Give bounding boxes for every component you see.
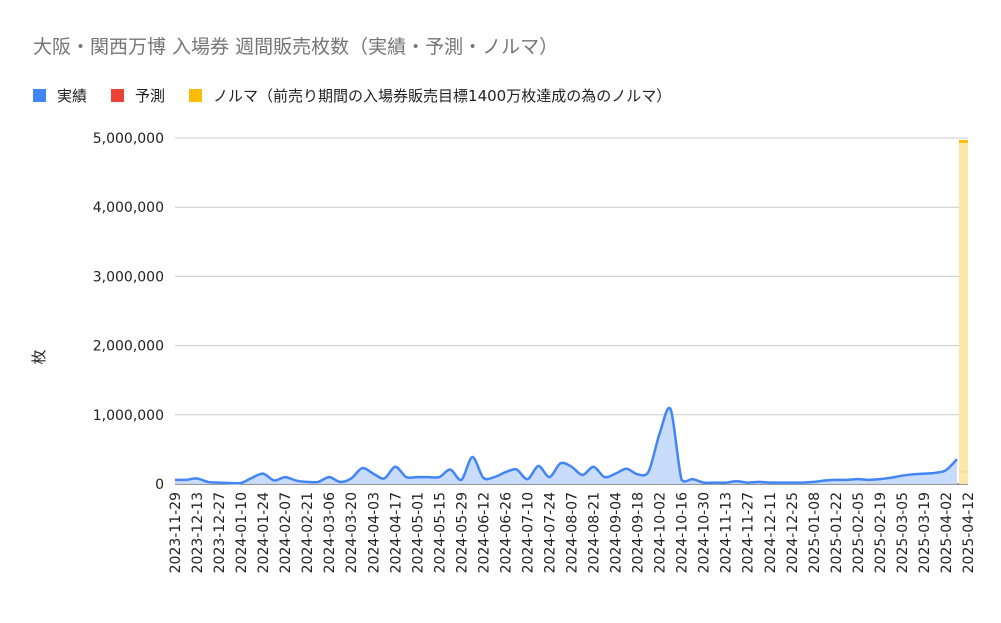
x-tick-label-12: 2024-05-15 xyxy=(432,492,448,573)
y-tick-label-1: 1,000,000 xyxy=(93,408,164,424)
x-tick-label-11: 2024-05-01 xyxy=(410,492,426,573)
x-tick-label-16: 2024-07-10 xyxy=(520,492,536,573)
y-tick-label-5: 5,000,000 xyxy=(93,131,164,147)
x-tick-label-6: 2024-02-21 xyxy=(300,492,316,573)
series-line-0 xyxy=(174,406,958,485)
x-tick-label-9: 2024-04-03 xyxy=(366,492,382,573)
x-tick-label-7: 2024-03-06 xyxy=(322,492,338,573)
x-tick-label-20: 2024-09-04 xyxy=(609,492,625,573)
chart-title: 大阪・関西万博 入場券 週間販売枚数（実績・予測・ノルマ） xyxy=(33,36,558,58)
x-tick-label-24: 2024-10-30 xyxy=(697,492,713,573)
x-tick-label-36: 2025-04-12 xyxy=(961,492,977,573)
legend-label-2: ノルマ（前売り期間の入場券販売目標1400万枚達成の為のノルマ） xyxy=(213,87,671,105)
x-tick-label-1: 2023-12-13 xyxy=(190,492,206,573)
x-tick-label-29: 2025-01-08 xyxy=(807,492,823,573)
x-tick-label-15: 2024-06-26 xyxy=(498,492,514,573)
x-tick-label-22: 2024-10-02 xyxy=(653,492,669,573)
x-tick-label-13: 2024-05-29 xyxy=(454,492,470,573)
x-tick-label-5: 2024-02-07 xyxy=(278,492,294,573)
x-tick-label-21: 2024-09-18 xyxy=(631,492,647,573)
y-tick-label-2: 2,000,000 xyxy=(93,339,164,355)
legend-swatch-1 xyxy=(111,89,125,102)
x-tick-label-4: 2024-01-24 xyxy=(256,492,272,573)
x-tick-label-8: 2024-03-20 xyxy=(344,492,360,573)
y-tick-label-0: 0 xyxy=(155,477,164,493)
x-tick-label-31: 2025-02-05 xyxy=(851,492,867,573)
x-tick-label-2: 2023-12-27 xyxy=(212,492,228,573)
series-area-2 xyxy=(959,141,968,484)
x-tick-label-0: 2023-11-29 xyxy=(168,492,184,573)
grid xyxy=(175,137,968,485)
legend-swatch-0 xyxy=(33,89,46,102)
y-ticks: 0 1,000,000 2,000,000 3,000,000 4,000,000 5,0… xyxy=(93,131,164,493)
legend-label-1: 予測 xyxy=(135,87,165,105)
x-tick-label-17: 2024-07-24 xyxy=(542,492,558,573)
x-tick-label-33: 2025-03-05 xyxy=(895,492,911,573)
x-tick-label-34: 2025-03-19 xyxy=(917,492,933,573)
x-tick-label-14: 2024-06-12 xyxy=(476,492,492,573)
x-tick-label-3: 2024-01-10 xyxy=(234,492,250,573)
y-tick-label-3: 3,000,000 xyxy=(93,269,164,285)
y-tick-label-4: 4,000,000 xyxy=(93,200,164,216)
legend: 実績 予測 ノルマ（前売り期間の入場券販売目標1400万枚達成の為のノルマ） xyxy=(33,87,671,105)
x-tick-label-19: 2024-08-21 xyxy=(587,492,603,573)
x-tick-label-23: 2024-10-16 xyxy=(675,492,691,573)
x-tick-label-32: 2025-02-19 xyxy=(873,492,889,573)
series-area-0 xyxy=(175,407,957,484)
x-tick-label-25: 2024-11-13 xyxy=(719,492,735,573)
x-tick-label-35: 2025-04-02 xyxy=(939,492,955,573)
x-tick-label-27: 2024-12-11 xyxy=(763,492,779,573)
x-tick-label-30: 2025-01-22 xyxy=(829,492,845,573)
y-axis-label: 枚 xyxy=(30,349,48,364)
x-ticks: 2023-11-29 2023-12-13 2023-12-27 2024-01-10… xyxy=(168,492,977,573)
legend-swatch-2 xyxy=(189,89,203,102)
x-tick-label-26: 2024-11-27 xyxy=(741,492,757,573)
x-tick-label-28: 2024-12-25 xyxy=(785,492,801,573)
x-tick-label-10: 2024-04-17 xyxy=(388,492,404,573)
legend-label-0: 実績 xyxy=(57,87,87,105)
plot-area xyxy=(174,139,968,485)
x-tick-label-18: 2024-08-07 xyxy=(565,492,581,573)
